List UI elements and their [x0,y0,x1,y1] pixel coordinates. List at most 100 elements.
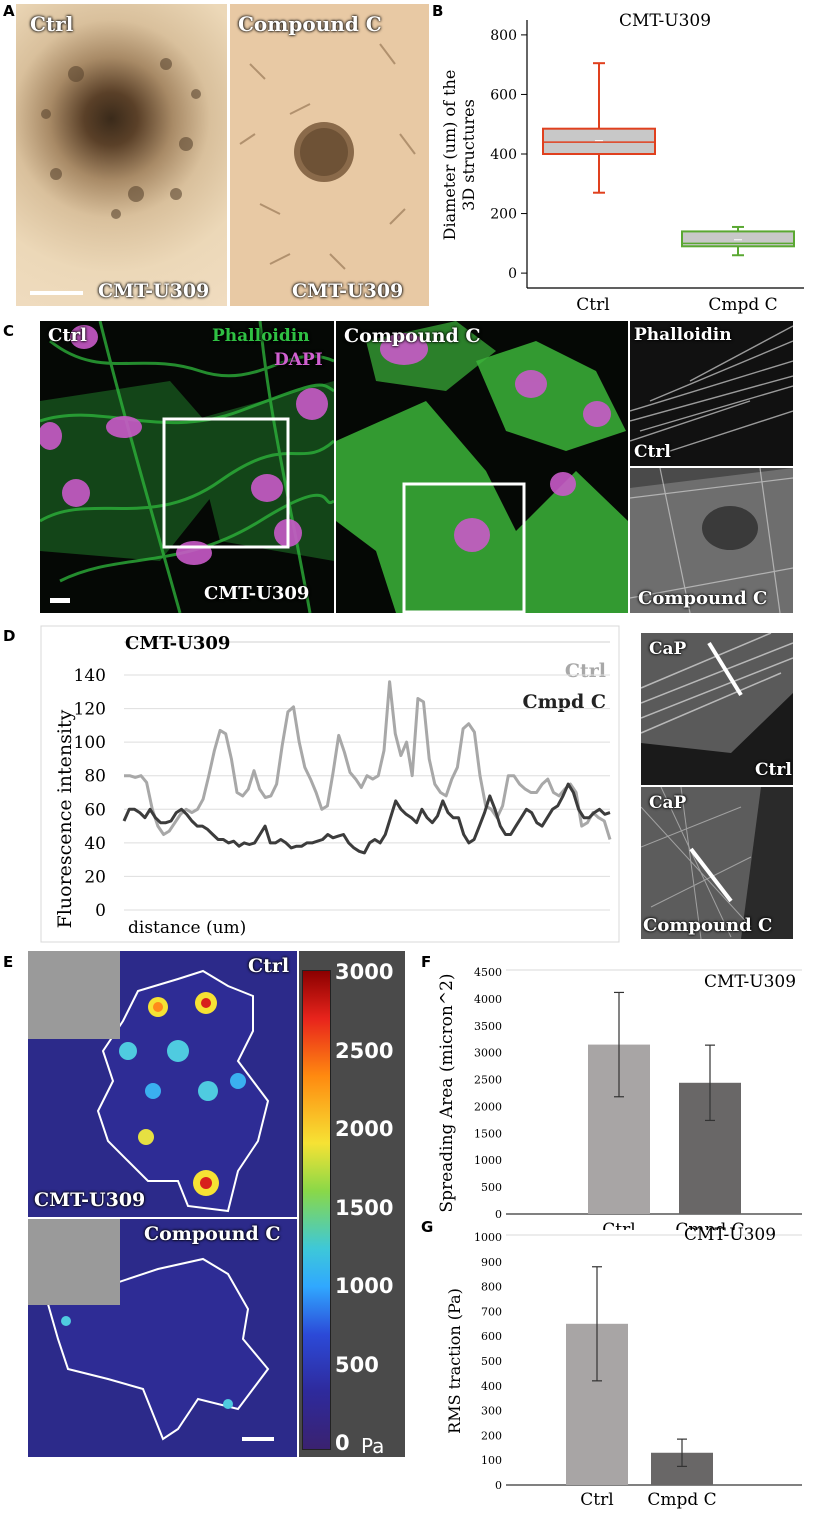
legend-cmpd-c: Cmpd C [522,691,606,713]
dapi-label: DAPI [274,350,323,370]
panel-label-c: C [3,322,15,340]
chart-ylabel: RMS traction (Pa) [445,1288,464,1434]
y-tick-label: 0 [495,1479,502,1492]
y-tick-label: 3000 [474,1047,502,1060]
x-category-label: Ctrl [602,1220,635,1230]
zoom-compound-label: Compound C [638,588,768,609]
y-tick-label: 2000 [474,1100,502,1113]
colorbar-tick-label: 2000 [335,1117,394,1141]
panel-label-d: D [3,627,16,645]
y-tick-label: 700 [481,1305,502,1318]
colorbar-tick-label: 3000 [335,960,394,984]
phalloidin-zoom-label: Phalloidin [634,325,732,345]
y-tick-label: 4000 [474,993,502,1006]
y-tick-label: 100 [481,1454,502,1467]
chart-b-ylabel-1: Diameter (um) of the [440,70,459,241]
cap-ctrl-caption: Ctrl [755,760,792,780]
y-tick-label: 500 [481,1181,502,1194]
cap-ctrl-image: CaP Ctrl [641,633,793,785]
x-category-label: Cmpd C [675,1220,744,1230]
chart-title: CMT-U309 [684,1225,776,1245]
x-category-label: Ctrl [580,1490,613,1510]
panel-e-ctrl-caption: CMT-U309 [34,1189,146,1211]
compound-c-traction-map: Compound C [28,1219,297,1457]
y-tick-label: 600 [481,1330,502,1343]
y-tick-label: 600 [490,87,517,103]
zoom-ctrl-label: Ctrl [634,442,671,462]
y-tick-label: 140 [74,666,106,686]
y-tick-label: 0 [508,266,517,282]
ctrl-fluorescence-image: Ctrl Phalloidin DAPI CMT-U309 [40,321,334,613]
panel-a-compound-label: Compound C [238,12,382,36]
y-tick-label: 1500 [474,1127,502,1140]
y-tick-label: 500 [481,1355,502,1368]
y-tick-label: 20 [84,867,106,887]
panel-label-f: F [421,953,432,971]
panel-label-a: A [3,2,15,20]
chart-d-ylabel: Fluorescence intensity [54,709,76,928]
panel-e-compound-label: Compound C [144,1223,281,1245]
cap-compound-label: CaP [649,793,687,813]
chart-ylabel: Spreading Area (micron^2) [437,973,457,1212]
y-tick-label: 1000 [474,1154,502,1167]
y-tick-label: 80 [84,767,106,787]
bar-chart-spreading-area: 0 500 1000 1500 2000 2500 3000 3500 4000 4500 CMT-… [437,966,802,1230]
series-line-cmpd-c [122,782,611,855]
line-chart-fluorescence: CMT-U309 Ctrl Cmpd C Fluorescence intens… [40,625,620,943]
y-tick-label: 2500 [474,1074,502,1087]
panel-c-compound-label: Compound C [344,325,481,347]
y-tick-label: 200 [481,1429,502,1442]
scale-bar [242,1437,274,1441]
y-tick-label: 40 [84,834,106,854]
colorbar-tick-label: 1500 [335,1195,394,1220]
colorbar-tick-label: 1000 [335,1274,394,1298]
series-line-ctrl [124,680,612,840]
panel-c-ctrl-label: Ctrl [48,325,87,346]
chart-d-title: CMT-U309 [125,633,230,654]
panel-label-b: B [432,2,444,20]
compound-c-fluorescence-image: Compound C [336,321,628,613]
chart-b-ylabel-2: 3D structures [459,99,478,211]
compound-c-3d-micrograph: Compound C CMT-U309 [230,4,429,306]
chart-d-xlabel: distance (um) [128,918,246,938]
y-tick-label: 300 [481,1405,502,1418]
y-tick-label: 400 [490,147,517,163]
phalloidin-compound-zoom: Compound C [630,468,793,613]
y-tick-label: 900 [481,1256,502,1269]
y-tick-label: 3500 [474,1020,502,1033]
y-tick-label: 120 [74,700,106,720]
cap-compound-image: CaP Compound C [641,787,793,939]
y-tick-label: 100 [74,733,106,753]
phalloidin-label: Phalloidin [212,326,310,346]
ctrl-cell-thumbnail [28,951,120,1039]
y-tick-label: 1000 [474,1231,502,1244]
scale-bar [50,598,70,603]
x-category-label: Cmpd C [708,295,777,315]
panel-e-ctrl-label: Ctrl [248,955,290,977]
colorbar-unit: Pa [361,1434,385,1457]
cap-ctrl-label: CaP [649,639,687,659]
panel-a-ctrl-caption: CMT-U309 [98,280,210,302]
y-tick-label: 800 [481,1281,502,1294]
compound-cell-thumbnail [28,1219,120,1305]
panel-a-compound-caption: CMT-U309 [292,280,404,302]
legend-ctrl: Ctrl [565,660,606,682]
panel-label-e: E [3,953,14,971]
ctrl-3d-micrograph: Ctrl CMT-U309 [16,4,227,306]
panel-c-ctrl-caption: CMT-U309 [204,583,310,604]
x-category-label: Cmpd C [647,1490,716,1510]
colorbar-tick-label: 0 [335,1431,350,1455]
y-tick-label: 400 [481,1380,502,1393]
colorbar-tick-label: 2500 [335,1038,394,1063]
panel-label-g: G [421,1218,434,1236]
traction-colorbar [302,970,331,1450]
y-tick-label: 60 [84,800,106,820]
cap-compound-caption: Compound C [643,915,773,936]
y-tick-label: 4500 [474,966,502,979]
y-tick-label: 0 [95,901,106,921]
bar-chart-rms-traction: 0 100 200 300 400 500 600 700 800 900 1000 CMT-U309… [445,1225,802,1510]
y-tick-label: 0 [495,1208,502,1221]
box-plot-diameter: CMT-U309 Diameter (um) of the 3D structu… [440,11,804,315]
y-tick-label: 200 [490,207,517,223]
scale-bar [30,291,83,295]
